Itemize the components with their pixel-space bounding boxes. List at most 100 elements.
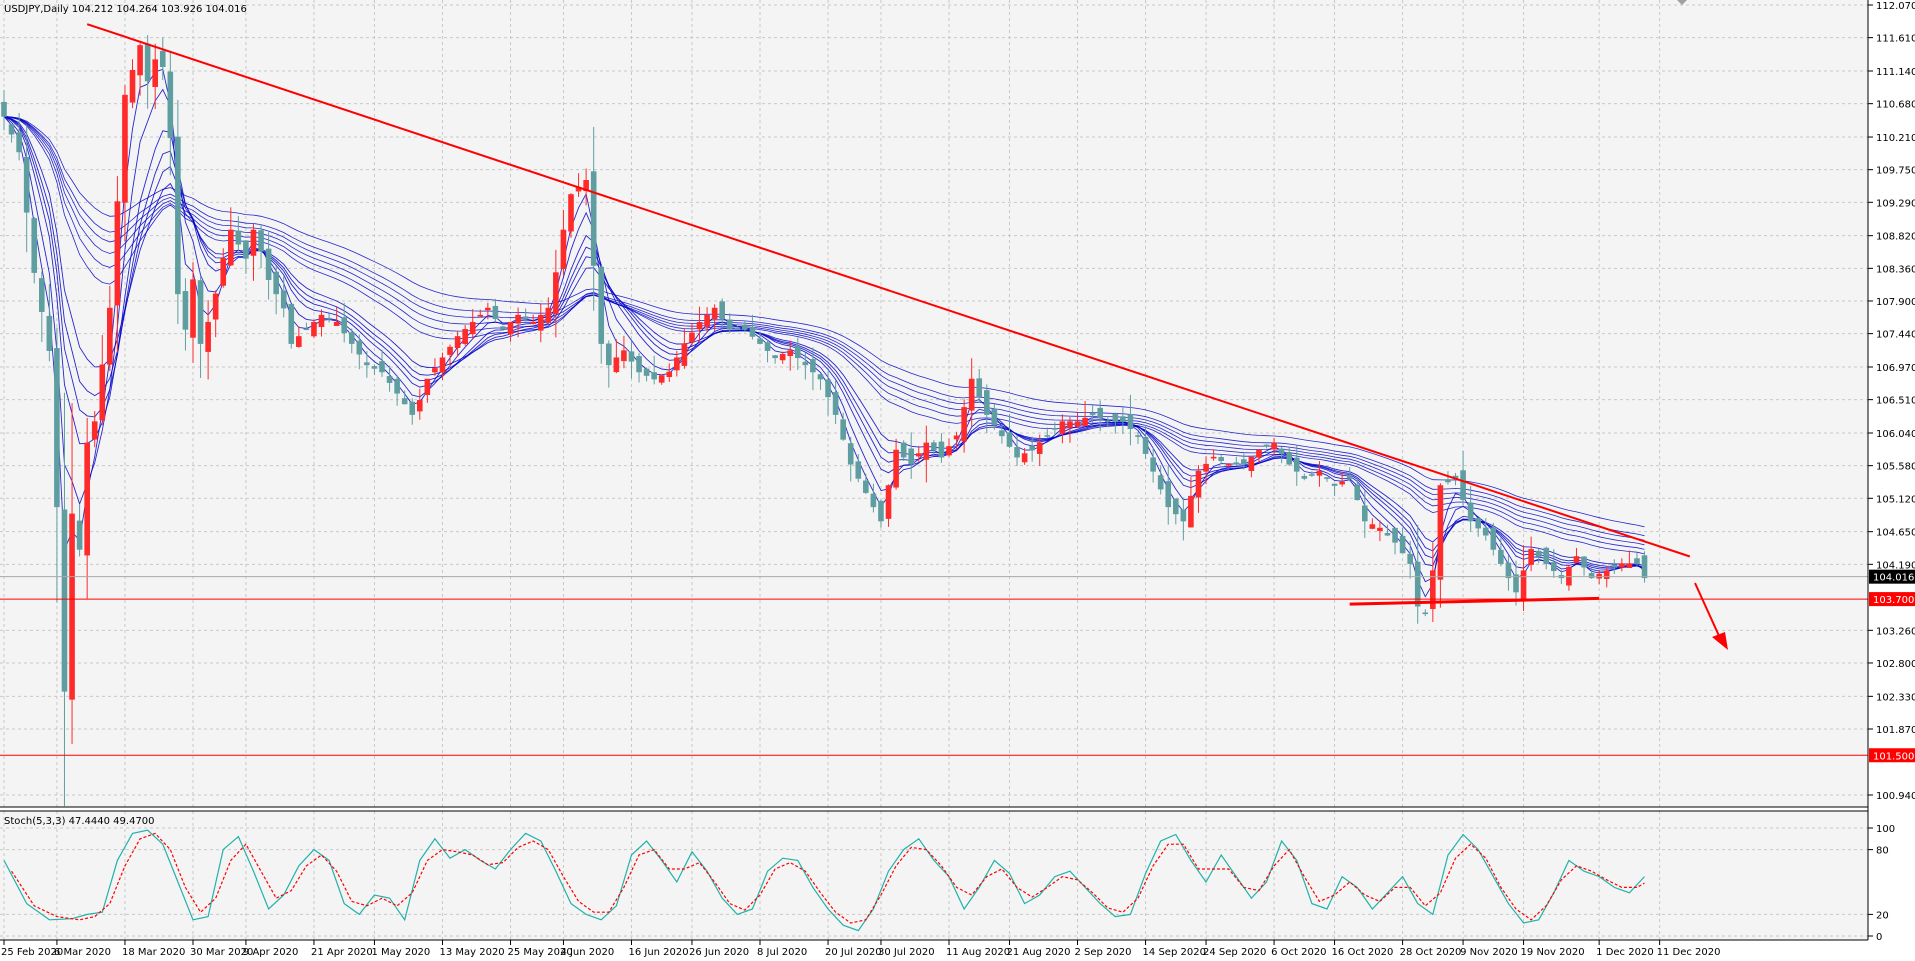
candle-bear xyxy=(1301,476,1308,479)
candle-bull xyxy=(1437,485,1444,580)
candle-bear xyxy=(265,248,272,280)
candle-bear xyxy=(817,374,824,380)
candle-bull xyxy=(333,321,340,326)
time-tick-label: 1 May 2020 xyxy=(371,947,430,958)
stoch-tick-labels: 100 80 20 0 xyxy=(1868,824,1895,943)
stoch-tick-label: 80 xyxy=(1876,846,1889,857)
axes xyxy=(0,0,1869,941)
candle-bull xyxy=(228,229,234,266)
candle-bull xyxy=(787,350,794,356)
candle-bull xyxy=(968,378,975,411)
candle-bear xyxy=(356,340,363,355)
candle-bear xyxy=(1414,561,1421,607)
candle-bull xyxy=(1316,471,1323,476)
down-arrow-shaft xyxy=(1694,582,1721,639)
candle-bear xyxy=(1399,535,1406,554)
candle-bull xyxy=(137,45,143,76)
candle-bear xyxy=(719,301,726,320)
level-tag: 103.700 xyxy=(1873,595,1914,606)
candle-bear xyxy=(182,291,189,330)
candle-bear xyxy=(810,359,816,373)
candle-bear xyxy=(1286,452,1292,465)
candle-bear xyxy=(1535,550,1542,557)
price-tick-label: 102.330 xyxy=(1876,692,1915,703)
candle-bear xyxy=(1346,475,1353,479)
candle-bull xyxy=(779,353,786,361)
candle-bear xyxy=(1120,416,1126,422)
time-tick-label: 9 Apr 2020 xyxy=(243,947,298,958)
price-tick-label: 101.870 xyxy=(1876,725,1915,736)
candle-bear xyxy=(522,316,529,320)
candle-bear xyxy=(394,378,400,394)
candle-bear xyxy=(1044,435,1051,437)
candle-bear xyxy=(983,390,990,415)
price-tick-label: 106.510 xyxy=(1876,396,1915,407)
candle-bear xyxy=(636,356,642,373)
candle-bear xyxy=(847,443,854,465)
candle-bear xyxy=(863,480,869,493)
candle-bear xyxy=(643,368,650,376)
candle-bull xyxy=(545,307,552,323)
candle-bull xyxy=(613,357,620,373)
candle-bear xyxy=(1241,459,1247,465)
level-tag-bg xyxy=(1869,748,1915,763)
candle-bear xyxy=(900,442,907,458)
candle-bull xyxy=(432,368,438,373)
candle-bear xyxy=(1165,481,1172,508)
price-tick-label: 110.680 xyxy=(1876,100,1915,111)
candle-bull xyxy=(447,346,453,355)
candle-bear xyxy=(1641,555,1648,579)
candle-bull xyxy=(1067,421,1073,428)
candle-bull xyxy=(212,293,219,320)
candle-bear xyxy=(1407,553,1413,564)
time-tick-label: 16 Jun 2020 xyxy=(628,947,688,958)
candle-bull xyxy=(1074,421,1081,427)
candle-bear xyxy=(1581,556,1587,568)
candle-bull xyxy=(462,329,468,344)
down-arrow-icon xyxy=(1712,632,1728,650)
candle-bull xyxy=(1369,524,1376,529)
candle-bull xyxy=(1528,549,1534,565)
candle-bear xyxy=(651,372,657,380)
candle-bear xyxy=(757,338,763,344)
candle-bull xyxy=(1195,471,1202,498)
ema-line-35 xyxy=(3,116,1645,550)
price-tick-label: 109.750 xyxy=(1876,166,1915,177)
candle-bear xyxy=(840,419,846,440)
candle-bear xyxy=(1014,447,1020,458)
price-tick-label: 112.070 xyxy=(1876,1,1915,12)
candle-bear xyxy=(1467,502,1474,522)
ema-line-15 xyxy=(3,115,1645,567)
candle-bear xyxy=(197,280,204,344)
candle-bear xyxy=(31,218,38,273)
ema-line-12 xyxy=(3,115,1645,568)
candle-bear xyxy=(1331,483,1338,486)
price-tick-label: 108.820 xyxy=(1876,232,1915,243)
ema-line-60 xyxy=(3,116,1645,528)
candle-bear xyxy=(749,327,756,337)
candle-bear xyxy=(1029,446,1035,451)
price-tick-label: 100.940 xyxy=(1876,791,1915,802)
candle-bear xyxy=(1482,527,1489,536)
time-tick-label: 1 Dec 2020 xyxy=(1596,947,1654,958)
candle-bear xyxy=(832,392,839,415)
candle-bull xyxy=(893,449,899,488)
candle-bull xyxy=(666,371,673,377)
candle-bull xyxy=(704,314,710,327)
candle-bear xyxy=(1173,498,1179,515)
support-segment xyxy=(1349,596,1600,606)
candle-bear xyxy=(1,101,7,117)
candle-bear xyxy=(1293,457,1300,472)
candle-bull xyxy=(1573,556,1580,564)
candle-bull xyxy=(1188,495,1194,528)
time-tick-label: 4 Jun 2020 xyxy=(560,947,614,958)
scroll-marker-icon[interactable] xyxy=(1677,0,1687,5)
candle-bull xyxy=(416,400,423,412)
candle-bear xyxy=(931,442,937,451)
ema-line-30 xyxy=(3,116,1645,555)
ema-line-40 xyxy=(3,116,1645,546)
price-tags: 104.016 103.700 101.500 xyxy=(1869,569,1915,763)
candle-bear xyxy=(1006,432,1013,447)
candle-bear xyxy=(1543,547,1550,564)
candle-bear xyxy=(938,441,945,458)
